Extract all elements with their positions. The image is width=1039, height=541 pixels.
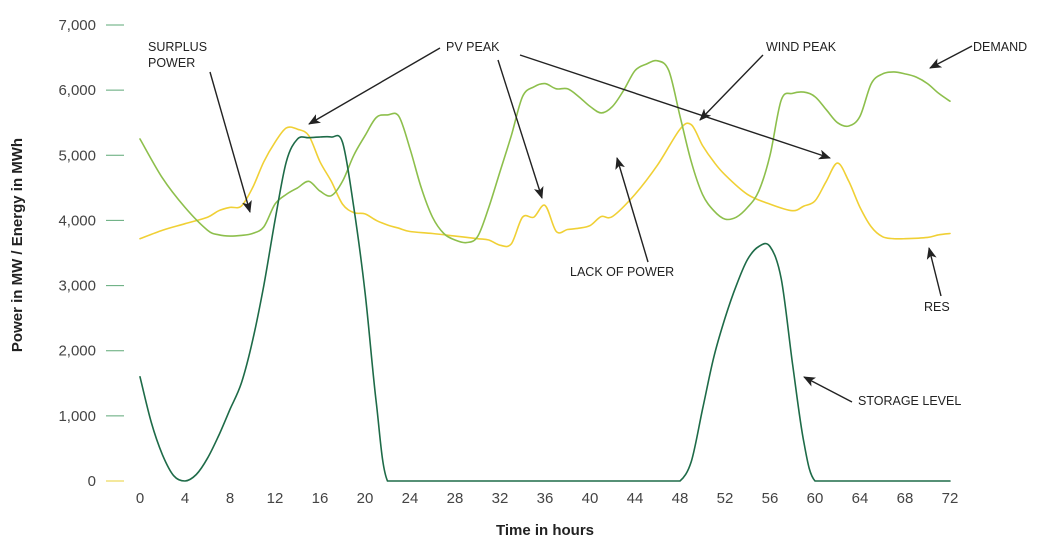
annotation-label: STORAGE LEVEL: [858, 394, 961, 408]
x-tick-label: 48: [672, 490, 689, 507]
demand-line: [139, 59, 951, 244]
y-tick-label: 3,000: [58, 278, 96, 295]
x-tick-label: 60: [807, 490, 824, 507]
annotation-label: LACK OF POWER: [570, 265, 674, 279]
x-tick-label: 40: [582, 490, 599, 507]
x-tick-label: 64: [852, 490, 869, 507]
y-tick-label: 7,000: [58, 17, 96, 34]
y-tick-label: 4,000: [58, 212, 96, 229]
annotation-arrow: [615, 157, 649, 263]
x-axis-title: Time in hours: [496, 522, 594, 539]
annotation-arrow: [209, 71, 252, 213]
annotation-arrows: [209, 45, 973, 403]
x-tick-label: 72: [942, 490, 959, 507]
x-tick-label: 68: [897, 490, 914, 507]
x-tick-label: 32: [492, 490, 509, 507]
y-tick-label: 1,000: [58, 408, 96, 425]
annotation-label: PV PEAK: [446, 40, 500, 54]
x-tick-label: 16: [312, 490, 329, 507]
annotation-arrow: [699, 54, 764, 121]
y-tick-label: 2,000: [58, 343, 96, 360]
x-tick-label: 44: [627, 490, 644, 507]
annotation-label: DEMAND: [973, 40, 1027, 54]
annotation-arrow: [926, 247, 942, 297]
x-axis: 0 4 8 12 16 20 24 28 32 36 40 44 48 52 56 60 64 68 72: [136, 490, 959, 507]
y-axis: 0 1,000 2,000 3,000 4,000 5,000 6,000 7,000: [58, 17, 124, 490]
annotation-arrow: [497, 59, 544, 199]
x-tick-label: 36: [537, 490, 554, 507]
x-tick-label: 12: [267, 490, 284, 507]
annotation-label: WIND PEAK: [766, 40, 837, 54]
annotation-label: POWER: [148, 56, 195, 70]
annotation-label: RES: [924, 300, 950, 314]
y-tick-label: 6,000: [58, 82, 96, 99]
res-line: [139, 122, 951, 248]
x-tick-label: 8: [226, 490, 234, 507]
annotation-label: SURPLUS: [148, 40, 207, 54]
storage-line: [139, 134, 951, 482]
x-tick-label: 56: [762, 490, 779, 507]
annotation-arrow: [308, 47, 441, 125]
annotation-arrow: [519, 54, 831, 160]
annotation-arrow: [929, 45, 973, 69]
y-tick-label: 5,000: [58, 147, 96, 164]
y-axis-title: Power in MW / Energy in MWh: [9, 138, 26, 352]
annotations: SURPLUS POWER PV PEAK WIND PEAK DEMAND LACK O…: [148, 40, 1027, 408]
x-tick-label: 0: [136, 490, 144, 507]
x-tick-label: 20: [357, 490, 374, 507]
y-tick-label: 0: [88, 473, 96, 490]
series-layer: [139, 59, 951, 482]
x-tick-label: 52: [717, 490, 734, 507]
annotation-arrow: [803, 376, 853, 403]
x-tick-label: 24: [402, 490, 419, 507]
x-tick-label: 28: [447, 490, 464, 507]
x-tick-label: 4: [181, 490, 189, 507]
